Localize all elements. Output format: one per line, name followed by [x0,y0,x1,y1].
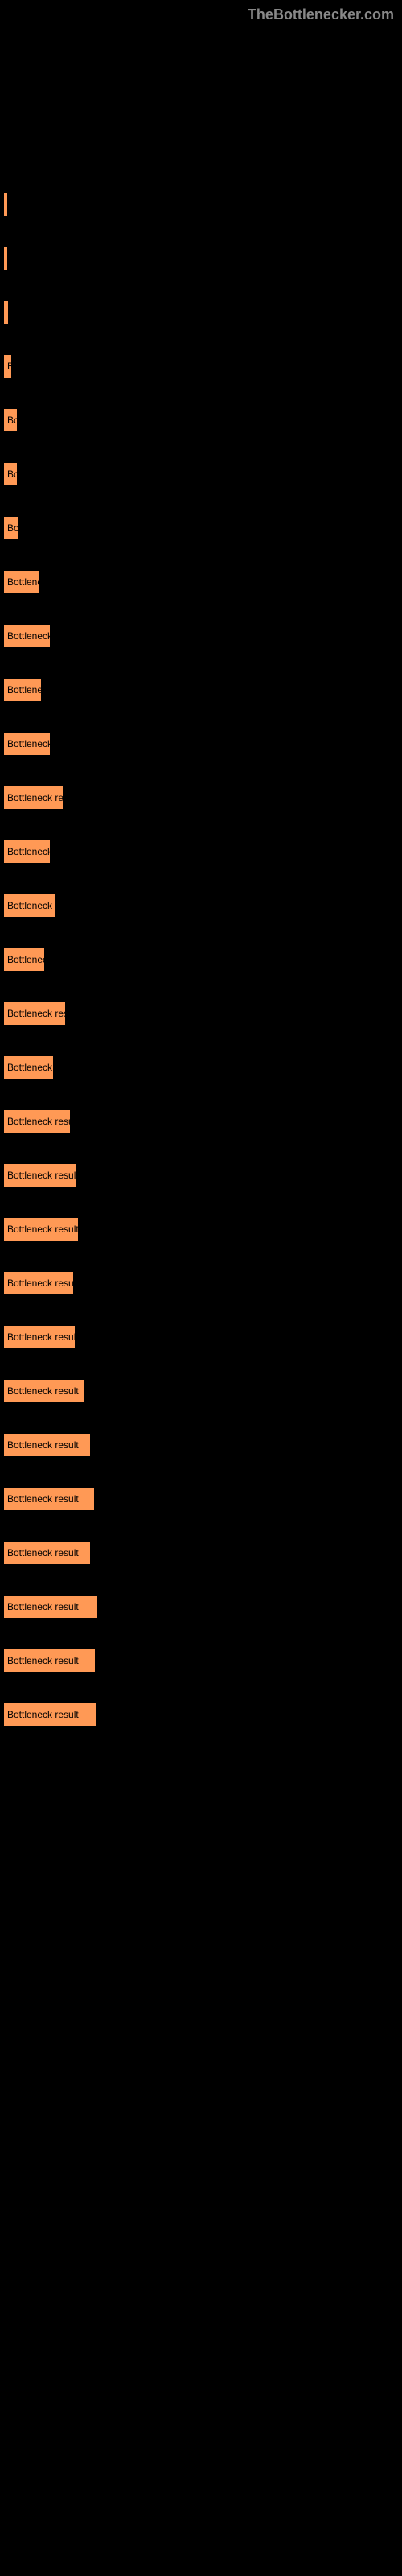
bar: Bottleneck result [4,1596,97,1618]
bar-row: Bottleneck re [4,733,402,755]
bar: Bottleneck result [4,1488,94,1510]
bar-row: Bottleneck result [4,1164,402,1187]
bar-row [4,193,402,216]
bar: Bottleneck result [4,1326,75,1348]
bar: Bottlene [4,571,39,593]
bar-row: Bottleneck result [4,1326,402,1348]
bar-row: Bo [4,463,402,485]
bar-row: Bottleneck result [4,786,402,809]
bar: Bottleneck [4,948,44,971]
bar: Bottleneck result [4,1164,76,1187]
bar: Bo [4,409,17,431]
bar-row: Bottleneck resu [4,894,402,917]
bar: Bottleneck result [4,1002,65,1025]
bar: Bottleneck result [4,1218,78,1241]
bar [4,193,7,216]
bar: Bottleneck result [4,1272,73,1294]
bar-row: Bottleneck result [4,1596,402,1618]
bar-row: Bottleneck result [4,1703,402,1726]
bar: Bottleneck re [4,840,50,863]
watermark: TheBottlenecker.com [248,6,394,23]
bar-row: Bo [4,409,402,431]
bar-row: Bottleneck result [4,1380,402,1402]
bar-row [4,247,402,270]
bar [4,247,7,270]
bar-chart: B Bo Bo Bo Bottlene Bottleneck re Bottlenec Bot… [0,0,402,1726]
bar-row: Bottleneck re [4,840,402,863]
bar-row: Bottlenec [4,679,402,701]
bar-row: Bo [4,517,402,539]
bar: Bottleneck re [4,625,50,647]
bar: Bottleneck result [4,1434,90,1456]
bar-row: Bottleneck result [4,1649,402,1672]
bar-row: Bottleneck [4,948,402,971]
bar: Bottleneck resu [4,894,55,917]
bar-row: B [4,355,402,378]
bar: Bo [4,517,18,539]
bar-row: Bottleneck result [4,1218,402,1241]
bar-row: Bottleneck result [4,1272,402,1294]
bar: Bottlenec [4,679,41,701]
bar: Bottleneck result [4,1110,70,1133]
bar-row: Bottleneck result [4,1434,402,1456]
bar: Bo [4,463,17,485]
bar [4,301,8,324]
bar-row [4,301,402,324]
bar: Bottleneck result [4,1703,96,1726]
bar: Bottleneck result [4,1649,95,1672]
bar-row: Bottleneck result [4,1542,402,1564]
bar: B [4,355,11,378]
bar-row: Bottleneck result [4,1488,402,1510]
bar: Bottleneck res [4,1056,53,1079]
bar-row: Bottleneck re [4,625,402,647]
bar-row: Bottleneck result [4,1110,402,1133]
bar: Bottleneck result [4,1380,84,1402]
bar-row: Bottleneck result [4,1002,402,1025]
bar: Bottleneck result [4,1542,90,1564]
bar: Bottleneck re [4,733,50,755]
bar-row: Bottlene [4,571,402,593]
bar-row: Bottleneck res [4,1056,402,1079]
bar: Bottleneck result [4,786,63,809]
